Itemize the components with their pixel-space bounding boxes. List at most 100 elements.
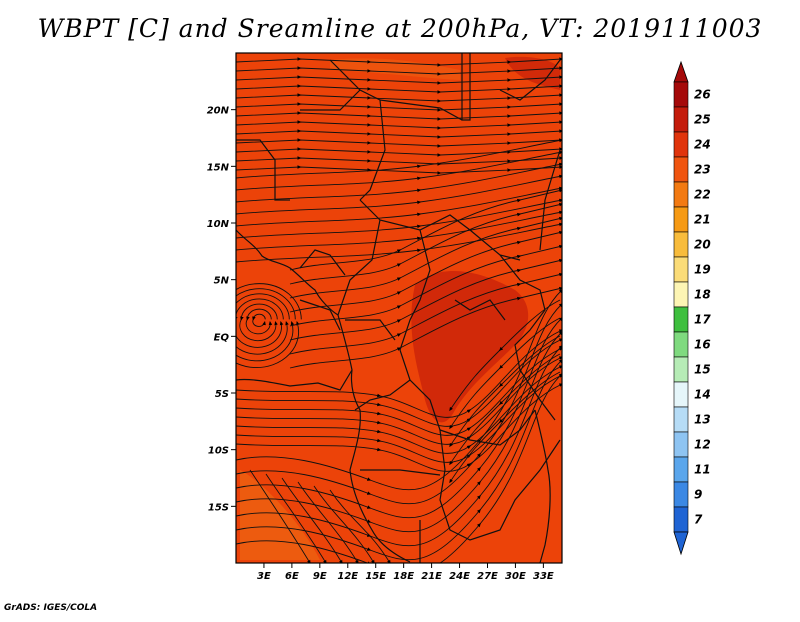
lon-tick-label: 18E [393,571,414,582]
colorbar-max-arrow [673,60,689,83]
streamline [236,102,562,112]
colorbar-label: 7 [694,513,703,527]
country-borders [236,53,561,563]
lon-tick-label: 3E [257,571,271,582]
colorbar-label: 15 [694,363,711,377]
streamline [313,485,375,563]
country-border [236,369,353,391]
country-border [439,429,561,541]
colorbar-swatch [673,456,689,483]
country-border [236,229,339,316]
credit-label: GrADS: IGES/COLA [4,603,98,613]
temperature-shading [236,53,562,563]
colorbar-swatch [673,431,689,458]
streamline [236,293,290,355]
streamline [329,489,391,563]
country-border [399,229,441,431]
colorbar-swatch [673,81,689,108]
streamline [236,283,302,368]
lon-tick-label: 27E [477,571,498,582]
colorbar-label: 26 [694,88,711,102]
country-border [299,299,341,331]
colorbar-label: 13 [694,413,711,427]
country-border [379,99,463,121]
colorbar-swatch [673,331,689,358]
country-border [354,379,411,411]
streamline [236,84,562,94]
colorbar-swatch [673,231,689,258]
longitude-axis: 3E 6E 9E 12E 15E 18E 21E 24E 27E 30E 33E [257,563,554,582]
country-border [345,319,396,341]
colorbar-label: 23 [694,163,711,177]
colorbar-label: 19 [694,263,711,277]
country-border [337,314,411,563]
country-border [461,53,471,121]
lat-tick-label: 15N [207,162,230,173]
colorbar-label: 22 [694,188,711,202]
lat-tick-label: 20N [207,106,230,117]
lon-tick-label: 30E [505,571,526,582]
colorbar-label: 24 [694,138,711,152]
country-border [300,89,361,111]
streamline [236,120,562,130]
lon-tick-label: 21E [421,571,442,582]
colorbar-swatch [673,481,689,508]
lat-tick-label: 15S [208,502,229,513]
colorbar-min-arrow [673,531,689,556]
colorbar-label: 18 [694,288,711,302]
country-border [360,469,441,476]
colorbar: 26 25 24 23 22 21 20 19 18 17 16 15 14 13 12 11 9 7 [673,60,711,556]
colorbar-swatch [673,206,689,233]
streamline [236,93,562,103]
lon-tick-label: 15E [365,571,386,582]
colorbar-swatch [673,506,689,533]
lat-tick-label: 10N [207,219,230,230]
country-border [539,149,561,251]
colorbar-swatch [673,156,689,183]
colorbar-label: 25 [694,113,711,127]
country-border [439,409,536,446]
colorbar-swatch [673,131,689,158]
country-border [454,299,506,321]
country-border [534,409,551,563]
lon-tick-label: 33E [533,571,554,582]
lon-tick-label: 6E [285,571,299,582]
colorbar-label: 16 [694,338,711,352]
colorbar-swatch [673,356,689,383]
colorbar-label: 12 [694,438,711,452]
streamline [249,469,311,563]
streamline [265,473,327,563]
colorbar-swatch [673,381,689,408]
streamline [236,288,296,362]
streamline [236,111,562,121]
lat-tick-label: 5S [215,389,229,400]
lat-tick-label: EQ [214,332,230,343]
streamline [236,75,562,85]
streamline [236,373,562,563]
latitude-axis: 20N 15N 10N 5N EQ 5S 10S 15S [207,106,236,513]
plot-area [236,53,562,563]
streamline [236,57,562,67]
country-border [499,59,561,101]
colorbar-swatch [673,281,689,308]
streamline [281,477,343,563]
colorbar-swatch [673,406,689,433]
streamline [236,66,562,76]
lon-tick-label: 9E [313,571,327,582]
colorbar-label: 21 [694,213,711,227]
colorbar-label: 14 [694,388,711,402]
colorbar-label: 9 [694,488,702,502]
country-border [236,139,290,201]
colorbar-swatch [673,106,689,133]
streamline [449,371,561,484]
country-border [337,219,381,316]
country-border [299,249,346,276]
plot-frame [235,52,563,564]
colorbar-swatch [673,256,689,283]
colorbar-label: 11 [694,463,711,477]
lat-tick-label: 10S [208,446,229,457]
lon-tick-label: 12E [337,571,358,582]
lon-tick-label: 24E [449,571,470,582]
lat-tick-label: 5N [214,276,230,287]
